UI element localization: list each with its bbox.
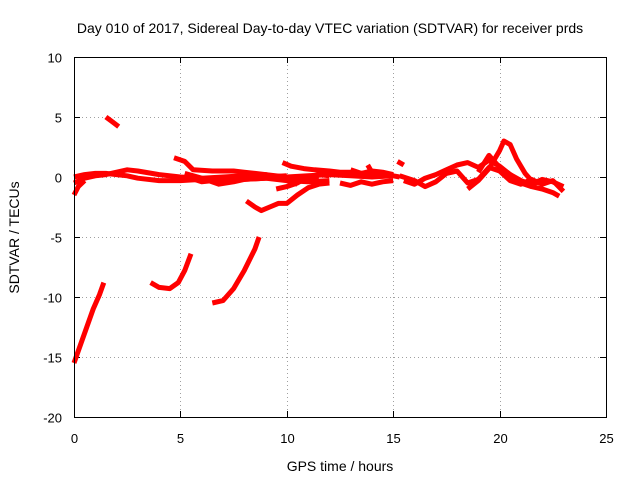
- y-tick-label: 0: [55, 171, 62, 186]
- series-track-03: [71, 178, 87, 197]
- grid: [74, 57, 606, 417]
- series-track-09: [184, 170, 299, 187]
- x-tick-label: 5: [177, 431, 184, 446]
- y-tick-label: 5: [55, 111, 62, 126]
- y-tick-label: -5: [50, 231, 62, 246]
- series-track-20: [466, 138, 543, 191]
- series-track-10: [211, 236, 262, 306]
- series-track-13: [275, 172, 330, 192]
- series-track-14: [339, 178, 394, 188]
- series-track-17: [396, 159, 406, 168]
- x-tick-label: 20: [493, 431, 507, 446]
- x-tick-label: 0: [71, 431, 78, 446]
- x-axis-ticks: 0 5 10 15 20 25: [71, 57, 614, 446]
- x-tick-label: 25: [599, 431, 613, 446]
- chart-title: Day 010 of 2017, Sidereal Day-to-day VTE…: [77, 20, 583, 36]
- y-tick-label: 10: [48, 51, 62, 66]
- series-track-05: [104, 115, 121, 129]
- y-axis-label: SDTVAR / TECUs: [6, 181, 22, 293]
- plot-frame: [74, 57, 607, 418]
- series-track-06: [149, 252, 194, 292]
- data-series: [71, 115, 566, 364]
- y-tick-label: -15: [43, 351, 62, 366]
- series-track-11: [244, 180, 330, 214]
- x-tick-label: 10: [280, 431, 294, 446]
- y-tick-label: -10: [43, 291, 62, 306]
- y-tick-label: -20: [43, 411, 62, 426]
- y-axis-ticks: -20 -15 -10 -5 0 5 10: [43, 51, 606, 426]
- series-track-04: [71, 281, 107, 364]
- x-axis-label: GPS time / hours: [287, 458, 394, 474]
- series-track-21: [476, 152, 561, 199]
- series-track-02: [72, 167, 287, 186]
- x-tick-label: 15: [386, 431, 400, 446]
- series-track-16: [365, 163, 380, 179]
